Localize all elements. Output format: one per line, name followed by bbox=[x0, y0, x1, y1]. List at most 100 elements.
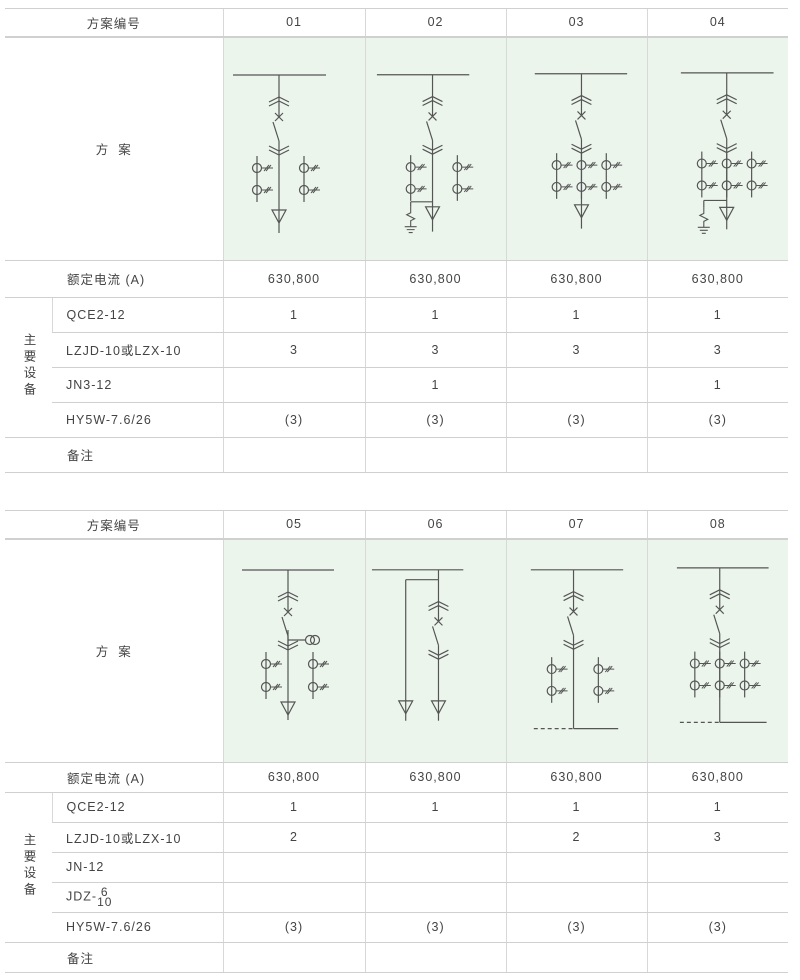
equipment-quantity bbox=[646, 881, 789, 913]
remark-value bbox=[505, 436, 648, 473]
breaker-cross-icon bbox=[714, 605, 724, 615]
breaker-cross-icon bbox=[721, 110, 731, 120]
switch-blade bbox=[566, 616, 574, 636]
equipment-quantity bbox=[505, 366, 648, 403]
equipment-name: HY5W-7.6/26 bbox=[52, 911, 224, 943]
plug-contact-icon bbox=[562, 640, 584, 651]
current-transformer-icon bbox=[298, 162, 320, 173]
rated-current: 630,800 bbox=[222, 761, 366, 793]
breaker-cross-icon bbox=[576, 111, 586, 121]
rated-current: 630,800 bbox=[364, 761, 507, 793]
equipment-quantity bbox=[505, 851, 648, 883]
equipment-quantity: 1 bbox=[222, 791, 366, 823]
equipment-quantity: (3) bbox=[505, 401, 648, 438]
equipment-name: QCE2-12 bbox=[51, 296, 224, 333]
equipment-label: 主要设备 bbox=[5, 296, 52, 438]
rated-current: 630,800 bbox=[505, 761, 648, 793]
current-transformer-icon bbox=[575, 160, 597, 171]
plug-contact-icon bbox=[268, 95, 289, 107]
equipment-label: 主要设备 bbox=[5, 791, 52, 943]
remark-value bbox=[364, 941, 507, 973]
current-transformer-icon bbox=[575, 182, 597, 193]
equipment-quantity: 1 bbox=[646, 366, 789, 403]
current-transformer-icon bbox=[714, 658, 736, 669]
equipment-quantity: (3) bbox=[222, 911, 366, 943]
current-transformer-icon bbox=[546, 664, 568, 675]
current-transformer-icon bbox=[592, 664, 614, 675]
scheme-number: 03 bbox=[505, 8, 648, 38]
equipment-quantity: (3) bbox=[364, 401, 507, 438]
current-transformer-icon bbox=[689, 658, 711, 669]
grounding-switch-icon bbox=[404, 207, 417, 234]
switch-blade bbox=[431, 626, 439, 646]
surge-arrester-icon bbox=[397, 700, 414, 716]
scheme-number: 04 bbox=[646, 8, 789, 38]
equipment-quantity: 3 bbox=[222, 331, 366, 368]
equipment-quantity: 3 bbox=[646, 821, 789, 853]
circuit-diagram-07 bbox=[505, 538, 648, 763]
voltage-transformer-icon bbox=[304, 634, 320, 645]
scheme-number: 07 bbox=[505, 510, 648, 540]
plug-contact-icon bbox=[277, 590, 298, 602]
current-transformer-icon bbox=[696, 180, 718, 191]
switch-blade bbox=[425, 121, 433, 141]
current-transformer-icon bbox=[546, 686, 568, 697]
surge-arrester-icon bbox=[424, 206, 440, 222]
plug-contact-icon bbox=[427, 601, 449, 612]
equipment-name: QCE2-12 bbox=[51, 791, 224, 823]
equipment-quantity: 2 bbox=[222, 821, 366, 853]
remark-value bbox=[222, 941, 366, 973]
circuit-diagram-02 bbox=[364, 36, 507, 261]
grounding-switch-icon bbox=[697, 207, 710, 234]
breaker-cross-icon bbox=[274, 112, 283, 121]
current-transformer-icon bbox=[405, 184, 427, 195]
scheme-number: 06 bbox=[364, 510, 507, 540]
equipment-name: HY5W-7.6/26 bbox=[52, 401, 224, 438]
switch-blade bbox=[280, 616, 289, 636]
current-transformer-icon bbox=[592, 686, 614, 697]
switch-blade bbox=[719, 119, 727, 139]
circuit-diagram-01 bbox=[222, 36, 366, 261]
equipment-quantity bbox=[364, 851, 507, 883]
rated-current: 630,800 bbox=[364, 259, 507, 298]
circuit-diagram-06 bbox=[364, 538, 507, 763]
current-transformer-icon bbox=[451, 184, 473, 195]
equipment-quantity bbox=[364, 881, 507, 913]
surge-arrester-icon bbox=[279, 700, 296, 716]
equipment-quantity: 3 bbox=[505, 331, 648, 368]
scheme-number: 08 bbox=[646, 510, 789, 540]
equipment-quantity bbox=[364, 821, 507, 853]
equipment-quantity: 3 bbox=[364, 331, 507, 368]
current-transformer-icon bbox=[307, 658, 329, 669]
equipment-name: JDZ- 6 10 bbox=[52, 881, 224, 913]
rated-current: 630,800 bbox=[505, 259, 648, 298]
current-transformer-icon bbox=[739, 680, 761, 691]
switch-blade bbox=[271, 121, 280, 141]
equipment-quantity bbox=[222, 881, 366, 913]
remark-value bbox=[505, 941, 648, 973]
current-transformer-icon bbox=[260, 658, 282, 669]
scheme-label: 方 案 bbox=[5, 36, 224, 261]
equipment-name: LZJD-10或LZX-10 bbox=[52, 331, 224, 368]
current-transformer-icon bbox=[260, 681, 282, 692]
switch-blade bbox=[574, 120, 582, 140]
remark-value bbox=[646, 436, 789, 473]
equipment-name: LZJD-10或LZX-10 bbox=[52, 821, 224, 853]
circuit-diagram-05 bbox=[222, 538, 366, 763]
equipment-quantity: 1 bbox=[505, 296, 648, 333]
current-transformer-icon bbox=[746, 158, 768, 169]
surge-arrester-icon bbox=[718, 206, 735, 222]
scheme-number: 02 bbox=[364, 8, 507, 38]
scheme-label: 方 案 bbox=[5, 538, 224, 763]
circuit-diagram-03 bbox=[505, 36, 648, 261]
current-transformer-icon bbox=[739, 658, 761, 669]
breaker-cross-icon bbox=[568, 607, 578, 617]
scheme-number: 01 bbox=[222, 8, 366, 38]
current-transformer-icon bbox=[307, 681, 329, 692]
header-label: 方案编号 bbox=[5, 510, 224, 540]
equipment-quantity: (3) bbox=[505, 911, 648, 943]
current-transformer-icon bbox=[551, 182, 573, 193]
plug-contact-icon bbox=[421, 96, 443, 107]
current-transformer-icon bbox=[721, 180, 743, 191]
switch-blade bbox=[712, 614, 720, 634]
